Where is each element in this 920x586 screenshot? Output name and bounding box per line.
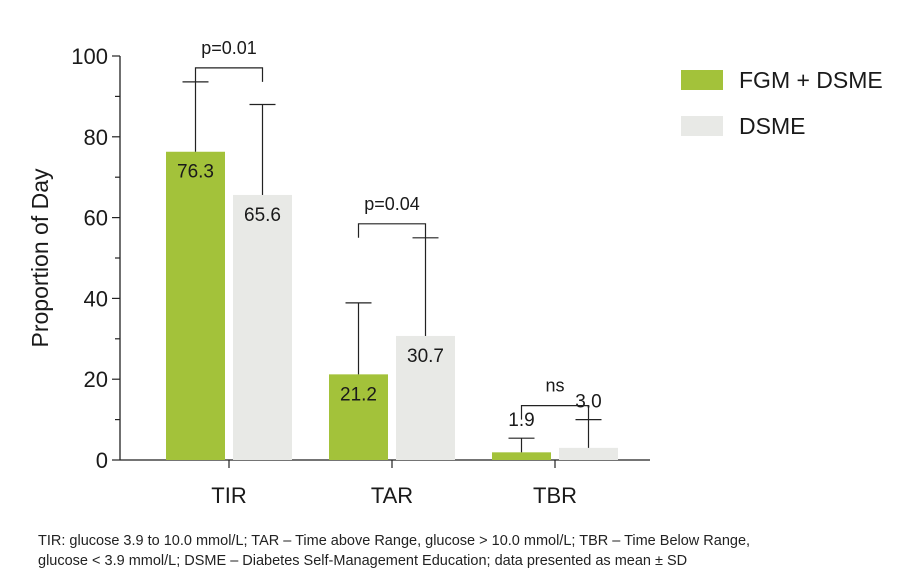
data-label: 30.7 xyxy=(407,346,444,367)
y-tick-label: 0 xyxy=(96,448,108,473)
data-label: 76.3 xyxy=(177,162,214,183)
comparison-label: p=0.01 xyxy=(201,38,257,58)
y-tick-label: 20 xyxy=(84,367,108,392)
bar-fgm-dsme xyxy=(166,151,225,461)
comparison-bracket xyxy=(194,67,264,82)
footnote: TIR: glucose 3.9 to 10.0 mmol/L; TAR – T… xyxy=(38,531,838,571)
data-label: 21.2 xyxy=(340,384,377,405)
legend-label: DSME xyxy=(739,113,805,139)
legend-swatch xyxy=(681,116,723,136)
footnote-line-2: glucose < 3.9 mmol/L; DSME – Diabetes Se… xyxy=(38,553,688,569)
y-tick-label: 80 xyxy=(84,125,108,150)
legend-swatch xyxy=(681,70,723,90)
comparison-label: ns xyxy=(545,376,564,396)
data-label: 3.0 xyxy=(575,392,601,413)
comparison-bracket xyxy=(520,405,590,420)
y-tick-label: 100 xyxy=(71,44,108,69)
comparison-bracket xyxy=(357,223,427,238)
data-label: 65.6 xyxy=(244,205,281,226)
bar-fgm-dsme xyxy=(329,374,388,460)
bar-fgm-dsme xyxy=(492,452,551,460)
y-tick-label: 40 xyxy=(84,286,108,311)
y-axis-label: Proportion of Day xyxy=(27,168,53,347)
bar-chart: 0 20 40 60 80 100 Proportion of Day TIR 76.3 65.6… xyxy=(27,38,883,508)
x-tick-label: TIR xyxy=(211,483,246,508)
data-label: 1.9 xyxy=(508,410,534,431)
footnote-line-1: TIR: glucose 3.9 to 10.0 mmol/L; TAR – T… xyxy=(38,533,751,549)
bar-dsme xyxy=(233,194,292,460)
x-tick-label: TAR xyxy=(371,483,413,508)
legend-label: FGM + DSME xyxy=(739,67,883,93)
x-tick-label: TBR xyxy=(533,483,577,508)
comparison-label: p=0.04 xyxy=(364,194,420,214)
bar-dsme xyxy=(396,335,455,460)
y-tick-label: 60 xyxy=(84,206,108,231)
bar-dsme xyxy=(559,447,618,460)
